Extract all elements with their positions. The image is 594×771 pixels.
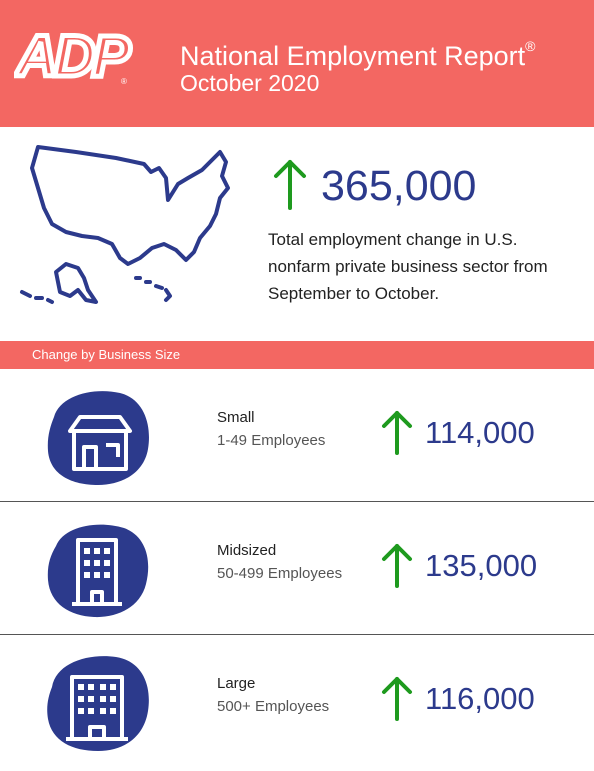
section-label: Change by Business Size [32,347,181,362]
small-business-icon [47,391,149,485]
report-period: October 2020 [180,70,320,96]
midsized-building-icon [47,524,149,618]
report-title: National Employment Report® [180,38,536,71]
arrow-up-icon [382,544,412,588]
business-size-row-large: Large 500+ Employees 116,000 [0,635,594,767]
business-size-name: Small [217,409,255,426]
total-employment-change: 365,000 [321,162,477,210]
svg-text:ADP: ADP [14,24,131,86]
total-description: Total employment change in U.S. nonfarm … [268,230,548,303]
large-building-icon [47,656,149,751]
arrow-up-icon [382,411,412,455]
business-size-range: 500+ Employees [217,698,330,715]
section-header: Change by Business Size [0,341,594,369]
arrow-up-icon [382,677,412,721]
svg-text:®: ® [121,77,127,86]
adp-logo: ADP ® [14,22,134,87]
business-size-row-small: Small 1-49 Employees 114,000 [0,369,594,501]
registered-mark: ® [525,38,536,54]
report-header: ADP ® National Employment Report® Octobe… [0,0,594,127]
usa-map-icon [20,145,230,304]
business-size-range: 1-49 Employees [217,432,326,449]
business-size-change: 114,000 [425,415,535,450]
row-divider [0,634,594,635]
business-size-range: 50-499 Employees [217,565,343,582]
business-size-name: Large [217,675,256,692]
business-size-row-midsized: Midsized 50-499 Employees 135,000 [0,502,594,634]
business-size-name: Midsized [217,542,277,559]
row-divider [0,501,594,502]
business-size-change: 116,000 [425,681,535,716]
arrow-up-icon [274,160,306,210]
business-size-change: 135,000 [425,548,538,583]
